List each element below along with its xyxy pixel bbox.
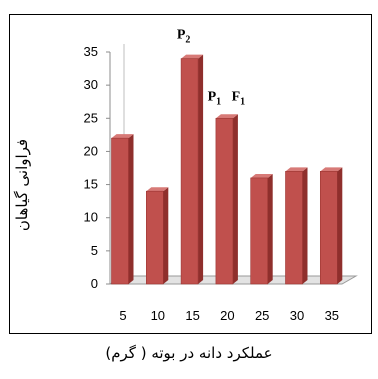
bar xyxy=(250,177,268,285)
bar xyxy=(180,58,199,285)
bar xyxy=(215,117,234,285)
bar-side xyxy=(232,114,238,285)
y-axis-label: فراوانی گیاهان xyxy=(13,138,31,232)
y-tick-label: 25 xyxy=(84,110,98,125)
x-tick-label: 5 xyxy=(119,308,126,323)
bar-top xyxy=(146,187,169,192)
x-tick-label: 30 xyxy=(290,308,304,323)
x-tick-label: 15 xyxy=(185,308,199,323)
bar-side xyxy=(302,167,308,284)
x-tick-label: 10 xyxy=(151,308,165,323)
x-axis-label: عملکرد دانه در بوته ( گرم) xyxy=(105,344,273,362)
bar xyxy=(146,190,164,285)
bar-side xyxy=(128,134,134,284)
y-tick-label: 30 xyxy=(84,77,98,92)
bar-side xyxy=(198,54,204,284)
annotation-label: F1 xyxy=(232,89,246,107)
bar-side xyxy=(337,167,343,284)
chart-frame xyxy=(9,14,372,334)
annotation-label: P2 xyxy=(177,28,191,46)
bar xyxy=(111,137,129,285)
x-tick-label: 35 xyxy=(325,308,339,323)
bar xyxy=(285,171,303,285)
bar-top xyxy=(215,114,238,119)
bar-top xyxy=(320,167,343,172)
y-tick-label: 15 xyxy=(84,177,98,192)
y-tick-label: 5 xyxy=(91,243,98,258)
bar-side xyxy=(163,187,169,284)
y-tick-label: 35 xyxy=(84,44,98,59)
y-tick-label: 20 xyxy=(84,143,98,158)
x-tick-label: 20 xyxy=(220,308,234,323)
x-tick-label: 25 xyxy=(255,308,269,323)
bar xyxy=(319,171,338,285)
bar-top xyxy=(111,134,134,139)
annotation-label: P1 xyxy=(208,89,222,107)
bar-top xyxy=(285,167,308,172)
bar-top xyxy=(250,173,273,178)
y-tick-label: 10 xyxy=(84,210,98,225)
bar-side xyxy=(267,173,273,284)
y-tick-label: 0 xyxy=(91,276,98,291)
bar-top xyxy=(181,54,204,59)
